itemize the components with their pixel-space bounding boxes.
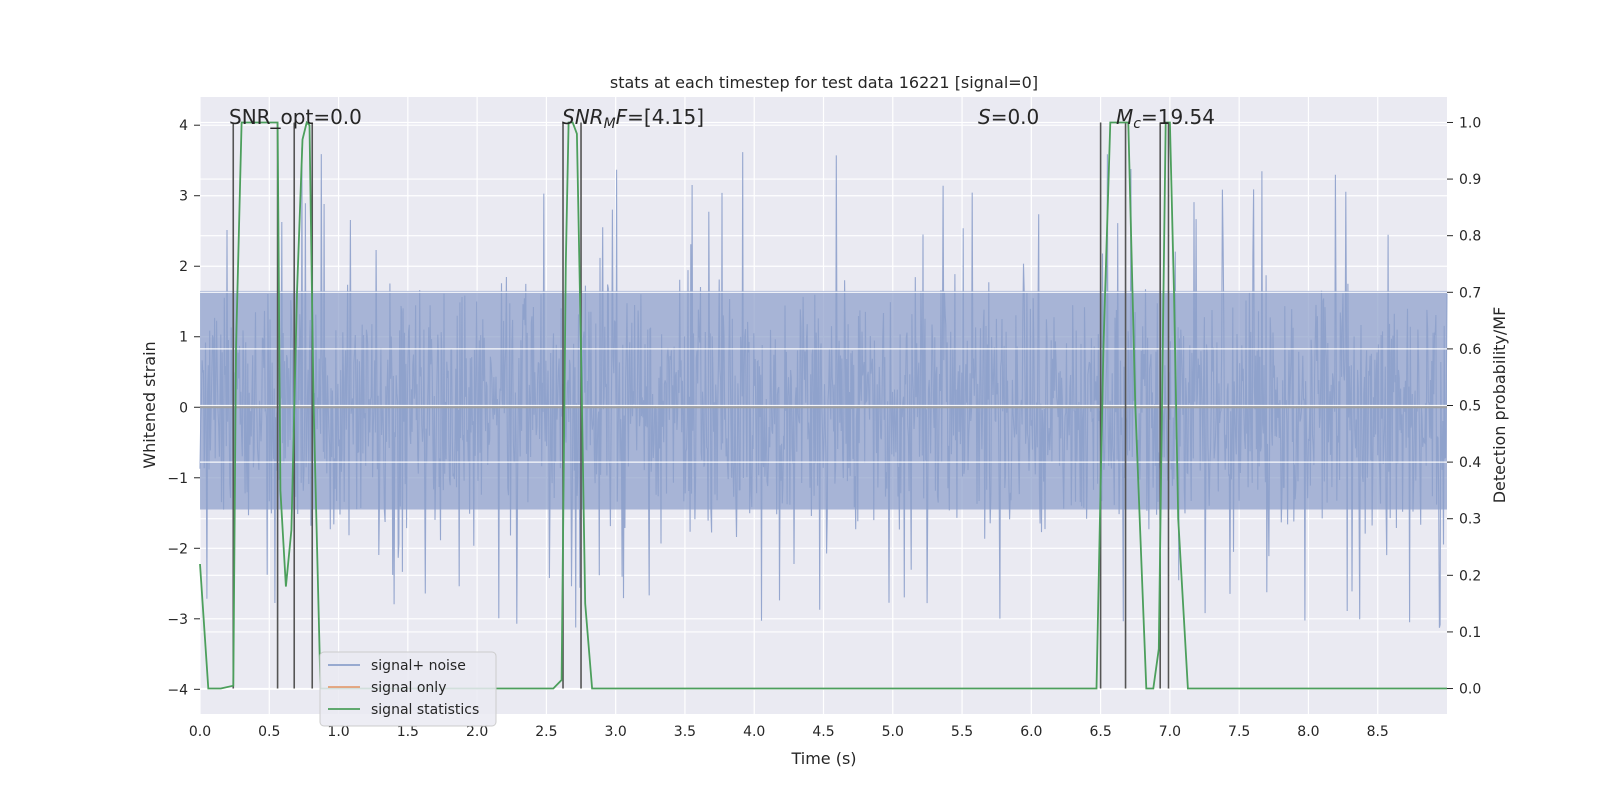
annotation-s: S=0.0 (978, 105, 1039, 129)
annotation-mc: Mc=19.54 (1116, 105, 1215, 132)
y-tick-label-left-0: −4 (167, 682, 188, 698)
noise-series (199, 147, 1448, 628)
y-tick-label-right-1: 0.1 (1459, 625, 1481, 641)
x-tick-label-0: 0.0 (189, 724, 211, 740)
y-ticks-left: −4 −3 −2 −1 0 1 2 3 4 (167, 118, 200, 698)
statistics-line (199, 120, 1447, 690)
y-tick-label-left-8: 4 (179, 118, 188, 134)
x-tick-label-17: 8.5 (1367, 724, 1389, 740)
legend: signal+ noise signal only signal statist… (319, 651, 497, 727)
y-tick-label-right-7: 0.7 (1459, 285, 1481, 301)
y-axis-label-left: Whitened strain (140, 341, 159, 468)
x-tick-label-1: 0.5 (258, 724, 280, 740)
x-axis-label: Time (s) (790, 749, 856, 768)
x-tick-label-13: 6.5 (1089, 724, 1111, 740)
x-tick-label-2: 1.0 (327, 724, 349, 740)
y-tick-label-left-7: 3 (179, 189, 188, 205)
x-tick-label-11: 5.5 (951, 724, 973, 740)
y-tick-label-right-0: 0.0 (1459, 682, 1481, 698)
y-tick-label-left-3: −1 (167, 471, 188, 487)
y-tick-label-right-2: 0.2 (1459, 568, 1481, 584)
annotation-snr-mf: SNRMF=[4.15] (562, 105, 704, 132)
x-tick-label-9: 4.5 (812, 724, 834, 740)
y-tick-label-right-8: 0.8 (1459, 229, 1481, 245)
y-axis-label-right: Detection probability/MF (1490, 307, 1509, 504)
x-tick-label-10: 5.0 (882, 724, 904, 740)
legend-label-statistics: signal statistics (371, 702, 479, 718)
x-tick-label-5: 2.5 (535, 724, 557, 740)
x-ticks: 0.0 0.5 1.0 1.5 2.0 2.5 3.0 3.5 4.0 4.5 5.0 5.5 6.0 6… (189, 724, 1389, 740)
x-tick-label-8: 4.0 (743, 724, 765, 740)
legend-label-noise: signal+ noise (371, 658, 466, 674)
x-tick-label-15: 7.5 (1228, 724, 1250, 740)
y-ticks-right: 0.0 0.1 0.2 0.3 0.4 0.5 0.6 0.7 0.8 0.9 1.0 (1447, 115, 1481, 698)
y-tick-label-right-10: 1.0 (1459, 115, 1481, 131)
x-tick-label-12: 6.0 (1020, 724, 1042, 740)
y-tick-label-right-5: 0.5 (1459, 399, 1481, 415)
y-tick-label-left-2: −2 (167, 541, 188, 557)
y-tick-label-right-9: 0.9 (1459, 172, 1481, 188)
y-tick-label-right-3: 0.3 (1459, 512, 1481, 528)
y-tick-label-right-4: 0.4 (1459, 455, 1481, 471)
y-tick-label-left-1: −3 (167, 612, 188, 628)
x-tick-label-14: 7.0 (1159, 724, 1181, 740)
x-tick-label-4: 2.0 (466, 724, 488, 740)
x-tick-label-3: 1.5 (397, 724, 419, 740)
y-tick-label-left-5: 1 (179, 330, 188, 346)
legend-box (319, 651, 497, 727)
x-tick-label-6: 3.0 (605, 724, 627, 740)
noise-line (199, 147, 1448, 628)
y-tick-label-right-6: 0.6 (1459, 342, 1481, 358)
y-tick-label-left-4: 0 (179, 400, 188, 416)
annotation-snr-opt: SNR_opt=0.0 (229, 105, 362, 129)
y-tick-label-left-6: 2 (179, 259, 188, 275)
x-tick-label-7: 3.5 (674, 724, 696, 740)
chart-title: stats at each timestep for test data 162… (610, 73, 1038, 92)
x-tick-label-16: 8.0 (1297, 724, 1319, 740)
legend-label-signal-only: signal only (371, 680, 446, 696)
